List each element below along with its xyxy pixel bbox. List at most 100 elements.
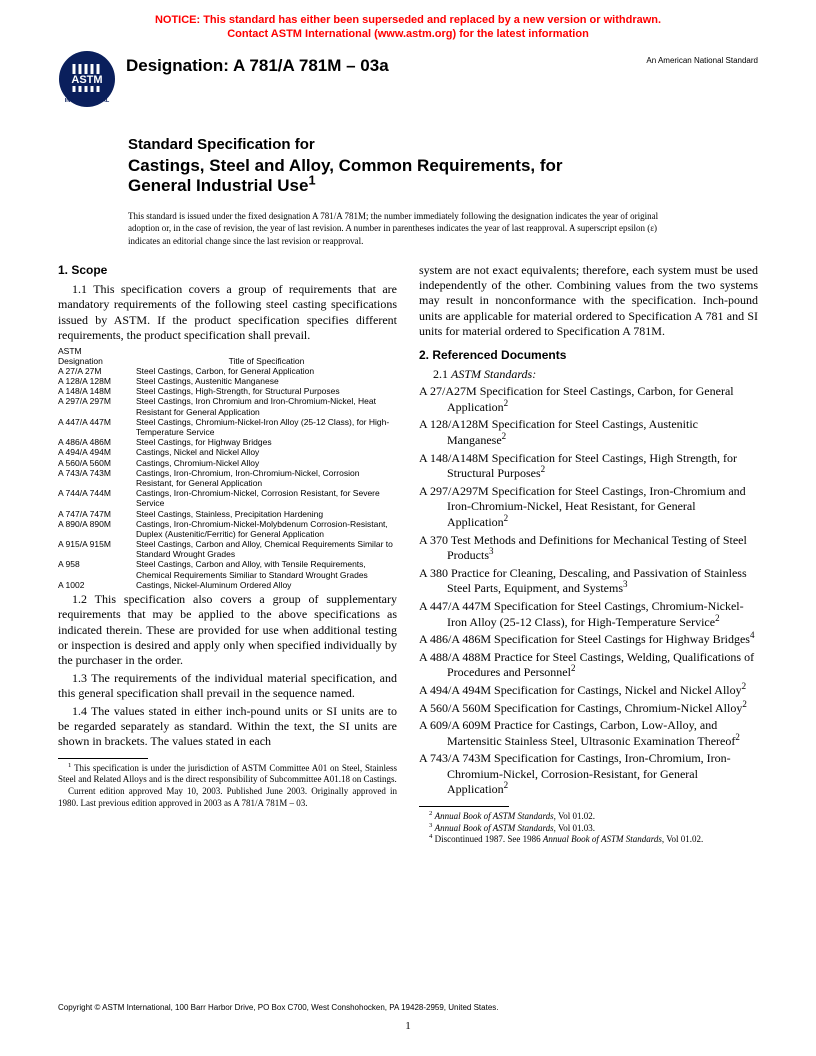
spec-title: Steel Castings, Carbon, for General Appl… [136, 366, 397, 376]
fn4-c: , Vol 01.02. [662, 834, 703, 844]
spec-title: Castings, Iron-Chromium-Nickel-Molybdenu… [136, 519, 397, 539]
spec-row: A 890/A 890MCastings, Iron-Chromium-Nick… [58, 519, 397, 539]
ref-sup: 3 [623, 579, 628, 589]
spec-row: A 148/A 148MSteel Castings, High-Strengt… [58, 386, 397, 396]
ref-sup: 2 [502, 431, 507, 441]
ref-designation: A 297/A297M [419, 484, 492, 498]
copyright: Copyright © ASTM International, 100 Barr… [58, 1003, 499, 1012]
ref-designation: A 488/A 488M [419, 650, 494, 664]
ref-designation: A 486/A 486M [419, 632, 494, 646]
spec-row: A 747/A 747MSteel Castings, Stainless, P… [58, 509, 397, 519]
spec-row: A 128/A 128MSteel Castings, Austenitic M… [58, 376, 397, 386]
spec-row: A 486/A 486MSteel Castings, for Highway … [58, 437, 397, 447]
para-2-1-num: 2.1 [433, 367, 448, 381]
footnote-4: 4 Discontinued 1987. See 1986 Annual Boo… [419, 834, 758, 846]
svg-text:INTERNATIONAL: INTERNATIONAL [65, 98, 110, 104]
spec-row: A 1002Castings, Nickel-Aluminum Ordered … [58, 580, 397, 590]
ref-title: Practice for Steel Castings, Welding, Qu… [447, 650, 754, 680]
spec-title: Steel Castings, High-Strength, for Struc… [136, 386, 397, 396]
spec-designation: A 743/A 743M [58, 468, 136, 488]
ref-item: A 488/A 488M Practice for Steel Castings… [419, 650, 758, 681]
ref-designation: A 148/A148M [419, 451, 492, 465]
ref-title: Specification for Steel Castings, Iron-C… [447, 484, 746, 529]
para-1-3: 1.3 The requirements of the individual m… [58, 671, 397, 702]
ref-sup: 2 [504, 513, 509, 523]
spec-row: A 560/A 560MCastings, Chromium-Nickel Al… [58, 458, 397, 468]
astm-logo-icon: ASTM INTERNATIONAL [58, 50, 116, 108]
spec-designation: A 494/A 494M [58, 447, 136, 457]
footnote-2: 2 Annual Book of ASTM Standards, Vol 01.… [419, 811, 758, 823]
ref-designation: A 447/A 447M [419, 599, 494, 613]
ref-title: Practice for Cleaning, Descaling, and Pa… [447, 566, 747, 596]
para-2-1-italic: ASTM Standards: [451, 367, 536, 381]
spec-designation: A 447/A 447M [58, 417, 136, 437]
para-1-1: 1.1 This specification covers a group of… [58, 282, 397, 343]
spec-title: Steel Castings, Carbon and Alloy, Chemic… [136, 539, 397, 559]
spec-designation: A 297/A 297M [58, 396, 136, 416]
notice-line2: Contact ASTM International (www.astm.org… [227, 28, 589, 40]
ref-designation: A 743/A 743M [419, 751, 494, 765]
ref-item: A 560/A 560M Specification for Castings,… [419, 701, 758, 717]
spec-row: A 743/A 743MCastings, Iron-Chromium, Iro… [58, 468, 397, 488]
spec-title: Castings, Nickel and Nickel Alloy [136, 447, 397, 457]
spec-title: Steel Castings, Carbon and Alloy, with T… [136, 559, 397, 579]
ref-sup: 2 [735, 732, 740, 742]
spec-designation: A 958 [58, 559, 136, 579]
spec-row: A 915/A 915MSteel Castings, Carbon and A… [58, 539, 397, 559]
ref-item: A 447/A 447M Specification for Steel Cas… [419, 599, 758, 630]
spec-designation: A 148/A 148M [58, 386, 136, 396]
footnote-1b: Current edition approved May 10, 2003. P… [58, 786, 397, 809]
ref-sup: 2 [541, 464, 546, 474]
ref-item: A 148/A148M Specification for Steel Cast… [419, 451, 758, 482]
spec-title: Steel Castings, for Highway Bridges [136, 437, 397, 447]
ref-item: A 27/A27M Specification for Steel Castin… [419, 384, 758, 415]
columns: 1. Scope 1.1 This specification covers a… [58, 263, 758, 846]
para-1-4: 1.4 The values stated in either inch-pou… [58, 704, 397, 750]
footnote-rule-right [419, 806, 509, 807]
spec-title: Castings, Iron-Chromium-Nickel, Corrosio… [136, 488, 397, 508]
ref-title: Specification for Castings, Nickel and N… [494, 683, 742, 697]
ref-designation: A 380 [419, 566, 451, 580]
ans-label: An American National Standard [646, 56, 758, 65]
spec-table-astm: ASTM [58, 346, 397, 356]
th-title: Title of Specification [136, 356, 397, 366]
spec-title: Castings, Chromium-Nickel Alloy [136, 458, 397, 468]
fn2-it: Annual Book of ASTM Standards [435, 811, 554, 821]
ref-item: A 494/A 494M Specification for Castings,… [419, 683, 758, 699]
spec-row: A 958Steel Castings, Carbon and Alloy, w… [58, 559, 397, 579]
title-line3-text: General Industrial Use [128, 176, 308, 195]
title-block: Standard Specification for Castings, Ste… [128, 136, 758, 197]
spec-designation: A 890/A 890M [58, 519, 136, 539]
spec-designation: A 128/A 128M [58, 376, 136, 386]
title-line3: General Industrial Use1 [128, 176, 758, 196]
header-row: ASTM INTERNATIONAL Designation: A 781/A … [58, 50, 758, 108]
ref-list: A 27/A27M Specification for Steel Castin… [419, 384, 758, 798]
ref-sup: 2 [742, 699, 747, 709]
footnote-rule [58, 758, 148, 759]
ref-sup: 2 [715, 613, 720, 623]
issuance-note: This standard is issued under the fixed … [128, 210, 688, 246]
notice: NOTICE: This standard has either been su… [58, 14, 758, 42]
para-2-1: 2.1 ASTM Standards: [419, 367, 758, 382]
svg-text:ASTM: ASTM [71, 74, 102, 86]
spec-designation: A 27/A 27M [58, 366, 136, 376]
ref-item: A 743/A 743M Specification for Castings,… [419, 751, 758, 798]
footnote-1a-text: This specification is under the jurisdic… [58, 763, 397, 785]
fn3-vol: , Vol 01.03. [554, 823, 595, 833]
ref-sup: 3 [489, 546, 494, 556]
ref-sup: 2 [504, 398, 509, 408]
ref-designation: A 560/A 560M [419, 701, 494, 715]
ref-sup: 4 [750, 630, 755, 640]
footnote-3: 3 Annual Book of ASTM Standards, Vol 01.… [419, 823, 758, 835]
ref-designation: A 27/A27M [419, 384, 480, 398]
para-1-2: 1.2 This specification also covers a gro… [58, 592, 397, 669]
spec-title: Steel Castings, Chromium-Nickel-Iron All… [136, 417, 397, 437]
fn3-it: Annual Book of ASTM Standards [435, 823, 554, 833]
spec-row: A 447/A 447MSteel Castings, Chromium-Nic… [58, 417, 397, 437]
spec-row: A 494/A 494MCastings, Nickel and Nickel … [58, 447, 397, 457]
ref-item: A 609/A 609M Practice for Castings, Carb… [419, 718, 758, 749]
ref-item: A 128/A128M Specification for Steel Cast… [419, 417, 758, 448]
th-designation: Designation [58, 356, 136, 366]
ref-designation: A 128/A128M [419, 417, 492, 431]
spec-title: Steel Castings, Austenitic Manganese [136, 376, 397, 386]
